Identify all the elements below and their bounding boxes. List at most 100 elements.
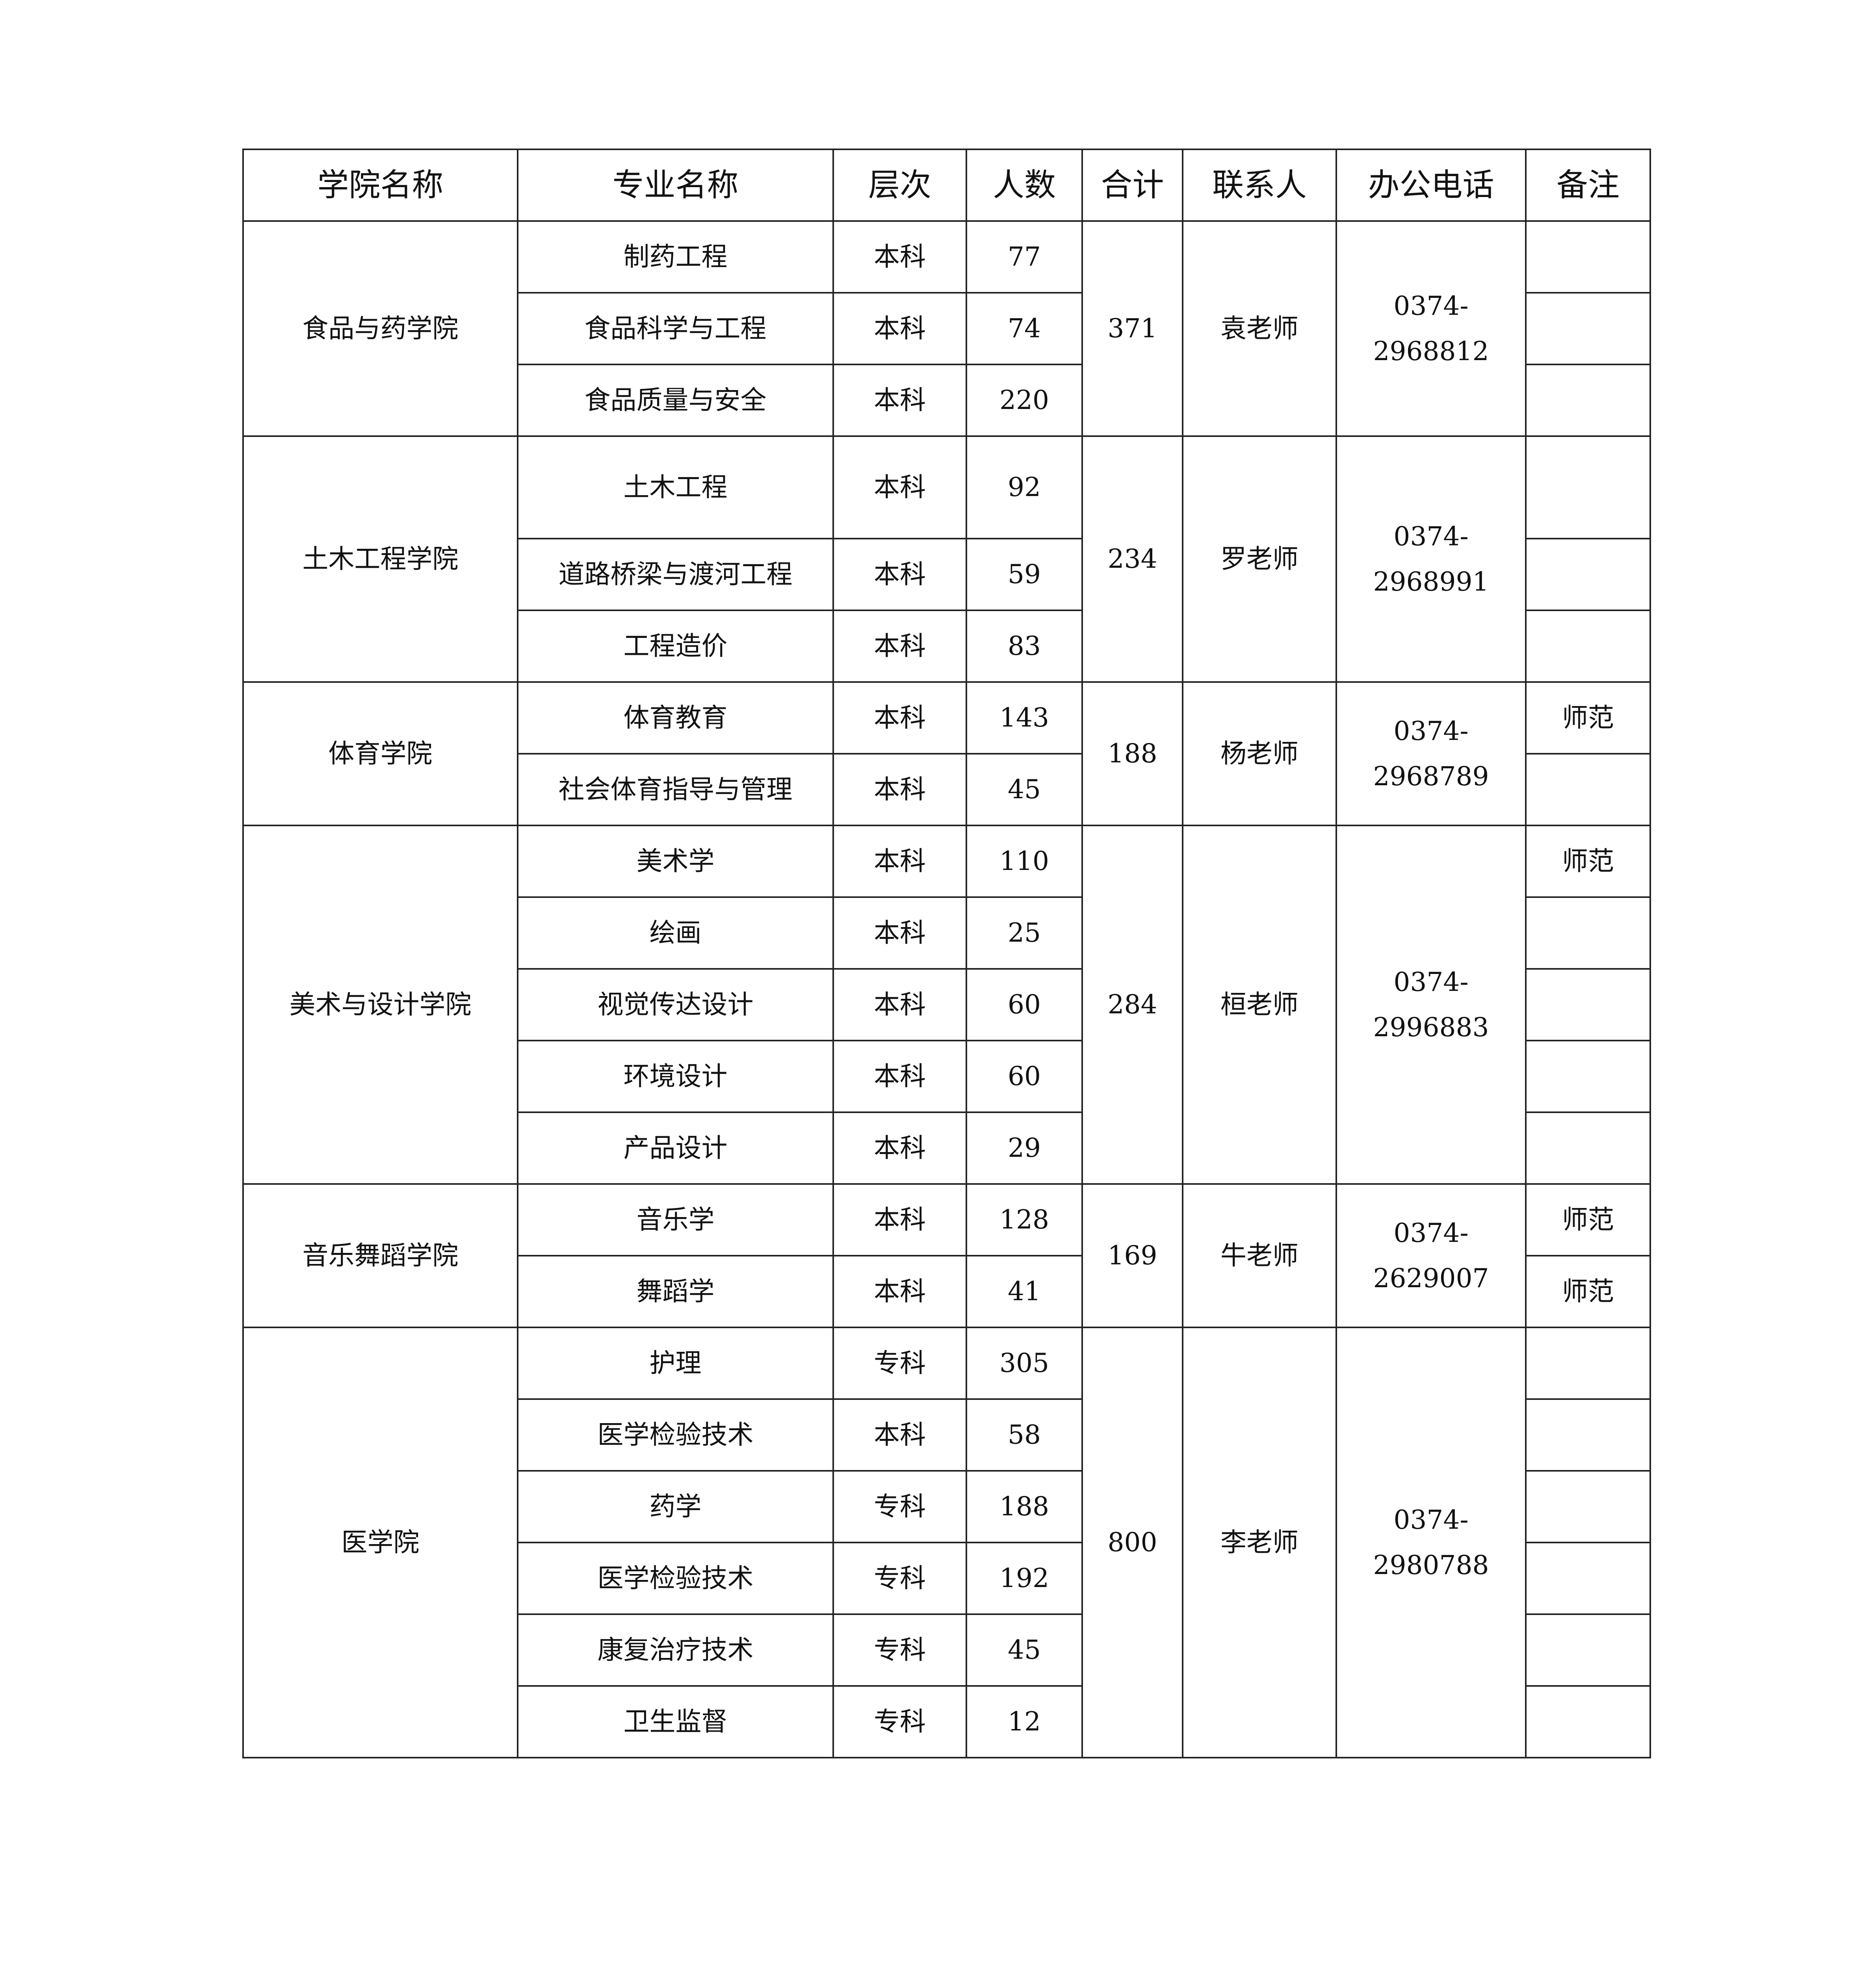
college-cell: 土木工程学院 xyxy=(242,435,518,683)
remark-cell xyxy=(1525,1111,1651,1185)
table-row: 舞蹈学 本科 41 师范 xyxy=(243,1255,1651,1328)
contact-cell: 李老师 xyxy=(1182,1327,1337,1758)
phone-line: 2629007 xyxy=(1373,1263,1489,1294)
remark-cell: 师范 xyxy=(1525,825,1651,898)
table-row: 药学 专科 188 xyxy=(243,1470,1651,1543)
total-cell: 371 xyxy=(1081,220,1183,437)
remark-cell xyxy=(1525,364,1651,437)
table-row: 康复治疗技术 专科 45 xyxy=(243,1613,1651,1687)
header-level: 层次 xyxy=(832,149,967,222)
table-row: 美术与设计学院 美术学 本科 110 284 桓老师 0374- 2996883 师范 xyxy=(242,825,1651,1185)
level-cell: 本科 xyxy=(832,1255,967,1328)
level-cell: 本科 xyxy=(832,681,967,755)
table-row: 音乐舞蹈学院 音乐学 本科 128 169 牛老师 0374- 2629007 师范 xyxy=(242,1183,1651,1328)
header-total: 合计 xyxy=(1081,149,1183,222)
contact-cell: 牛老师 xyxy=(1182,1183,1337,1328)
contact-cell: 杨老师 xyxy=(1182,681,1337,826)
remark-cell xyxy=(1525,968,1651,1041)
phone-cell: 0374- 2996883 xyxy=(1335,825,1527,1185)
count-cell: 25 xyxy=(966,896,1083,970)
phone-line: 2996883 xyxy=(1373,1012,1489,1043)
count-cell: 92 xyxy=(966,435,1083,539)
count-cell: 12 xyxy=(966,1685,1083,1758)
remark-cell: 师范 xyxy=(1525,681,1651,755)
remark-cell: 师范 xyxy=(1525,1183,1651,1256)
document-page: 学院名称 专业名称 层次 人数 合计 联系人 办公电话 备注 食品与药学院 制药工… xyxy=(242,149,1651,1758)
major-cell: 道路桥梁与渡河工程 xyxy=(517,538,834,611)
level-cell: 专科 xyxy=(832,1470,967,1543)
college-cell: 食品与药学院 xyxy=(242,220,518,437)
major-cell: 制药工程 xyxy=(517,220,834,294)
phone-cell: 0374- 2968789 xyxy=(1335,681,1527,826)
phone-line: 2980788 xyxy=(1373,1550,1489,1580)
count-cell: 220 xyxy=(966,364,1083,437)
phone-line: 2968812 xyxy=(1373,336,1489,366)
phone-line: 0374- xyxy=(1393,1217,1469,1248)
count-cell: 58 xyxy=(966,1398,1083,1472)
level-cell: 专科 xyxy=(832,1542,967,1615)
major-cell: 工程造价 xyxy=(517,610,834,683)
remark-cell xyxy=(1525,220,1651,294)
count-cell: 143 xyxy=(966,681,1083,755)
major-cell: 食品科学与工程 xyxy=(517,292,834,365)
major-cell: 绘画 xyxy=(517,896,834,970)
major-cell: 社会体育指导与管理 xyxy=(517,753,834,826)
level-cell: 本科 xyxy=(832,292,967,365)
major-cell: 美术学 xyxy=(517,825,834,898)
phone-line: 0374- xyxy=(1393,290,1469,321)
header-major: 专业名称 xyxy=(517,149,834,222)
college-cell: 医学院 xyxy=(242,1327,518,1758)
count-cell: 83 xyxy=(966,610,1083,683)
table-row: 道路桥梁与渡河工程 本科 59 xyxy=(243,538,1651,611)
major-cell: 环境设计 xyxy=(517,1040,834,1113)
remark-cell xyxy=(1525,1685,1651,1758)
header-count: 人数 xyxy=(966,149,1083,222)
level-cell: 专科 xyxy=(832,1327,967,1400)
table-row: 食品科学与工程 本科 74 xyxy=(243,292,1651,365)
level-cell: 本科 xyxy=(832,364,967,437)
major-cell: 土木工程 xyxy=(517,435,834,539)
table-row: 环境设计 本科 60 xyxy=(243,1040,1651,1113)
major-cell: 医学检验技术 xyxy=(517,1398,834,1472)
table-row: 食品质量与安全 本科 220 xyxy=(243,364,1651,437)
header-contact: 联系人 xyxy=(1182,149,1337,222)
count-cell: 305 xyxy=(966,1327,1083,1400)
college-cell: 美术与设计学院 xyxy=(242,825,518,1185)
phone-line: 0374- xyxy=(1393,1504,1469,1535)
header-row: 学院名称 专业名称 层次 人数 合计 联系人 办公电话 备注 xyxy=(242,149,1651,222)
major-cell: 医学检验技术 xyxy=(517,1542,834,1615)
level-cell: 专科 xyxy=(832,1685,967,1758)
count-cell: 60 xyxy=(966,968,1083,1041)
table-row: 社会体育指导与管理 本科 45 xyxy=(243,753,1651,826)
table-row: 体育学院 体育教育 本科 143 188 杨老师 0374- 2968789 师范 xyxy=(242,681,1651,826)
table-row: 医学院 护理 专科 305 800 李老师 0374- 2980788 xyxy=(242,1327,1651,1758)
remark-cell xyxy=(1525,538,1651,611)
header-remark: 备注 xyxy=(1525,149,1651,222)
count-cell: 59 xyxy=(966,538,1083,611)
contact-cell: 罗老师 xyxy=(1182,435,1337,683)
level-cell: 本科 xyxy=(832,610,967,683)
count-cell: 45 xyxy=(966,1613,1083,1687)
total-cell: 800 xyxy=(1081,1327,1183,1758)
remark-cell xyxy=(1525,896,1651,970)
major-cell: 音乐学 xyxy=(517,1183,834,1256)
remark-cell xyxy=(1525,1327,1651,1400)
phone-cell: 0374- 2629007 xyxy=(1335,1183,1527,1328)
phone-cell: 0374- 2968812 xyxy=(1335,220,1527,437)
major-cell: 体育教育 xyxy=(517,681,834,755)
table-row: 食品与药学院 制药工程 本科 77 371 袁老师 0374- 2968812 xyxy=(242,220,1651,437)
remark-cell xyxy=(1525,1613,1651,1687)
major-cell: 康复治疗技术 xyxy=(517,1613,834,1687)
phone-line: 0374- xyxy=(1393,521,1469,552)
level-cell: 本科 xyxy=(832,968,967,1041)
level-cell: 本科 xyxy=(832,538,967,611)
phone-line: 0374- xyxy=(1393,716,1469,746)
table-row: 医学检验技术 专科 192 xyxy=(243,1542,1651,1615)
major-cell: 药学 xyxy=(517,1470,834,1543)
phone-line: 2968789 xyxy=(1373,761,1489,792)
count-cell: 74 xyxy=(966,292,1083,365)
table-row: 卫生监督 专科 12 xyxy=(243,1685,1651,1758)
remark-cell xyxy=(1525,1542,1651,1615)
phone-line: 2968991 xyxy=(1373,567,1489,597)
remark-cell xyxy=(1525,1040,1651,1113)
